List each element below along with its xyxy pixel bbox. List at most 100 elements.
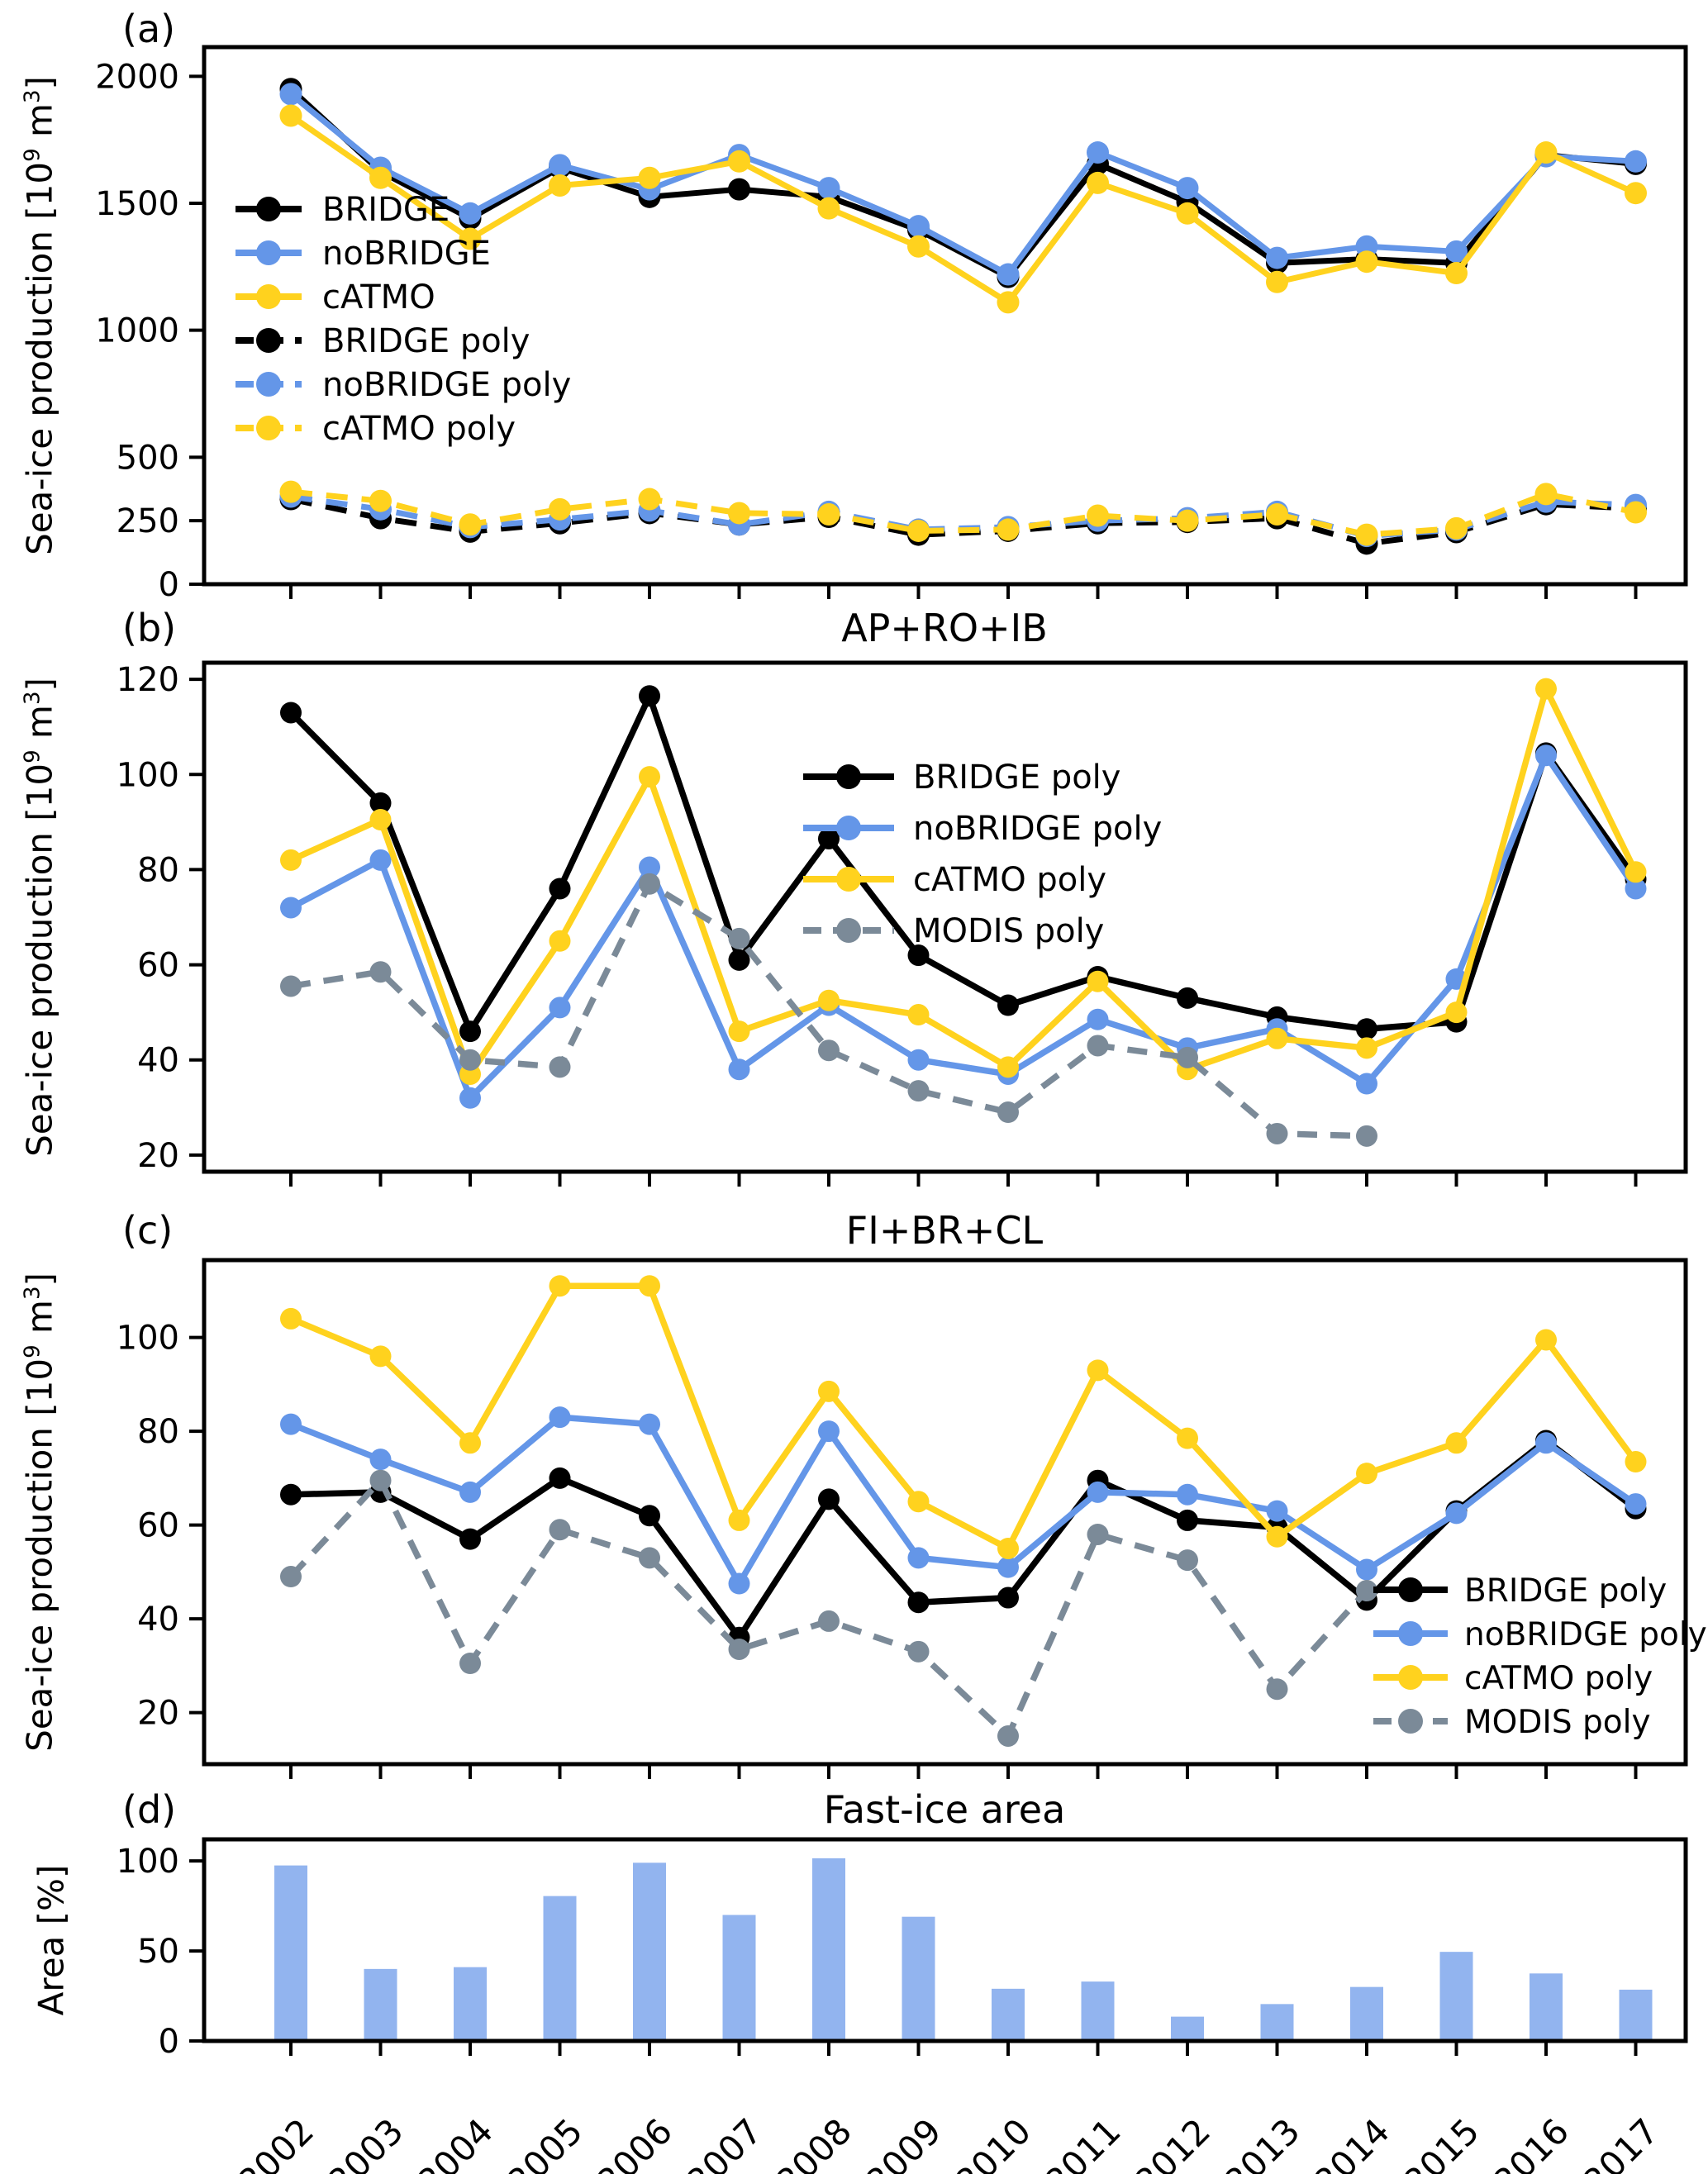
data-point — [907, 1491, 930, 1513]
y-tick-label: 100 — [117, 756, 179, 794]
panel-b-y-axis-label: Sea-ice production [109 m3] — [20, 678, 60, 1157]
data-point — [728, 178, 750, 201]
bar-2004 — [454, 1967, 487, 2041]
y-tick-label: 2000 — [95, 58, 179, 96]
panel-d-title: Fast-ice area — [823, 1787, 1066, 1832]
data-point — [369, 808, 392, 830]
series-cATMO — [279, 104, 1647, 314]
data-point — [369, 166, 392, 189]
data-point — [459, 1432, 481, 1454]
data-point — [280, 1413, 302, 1435]
data-point — [1266, 1525, 1288, 1548]
bar-2017 — [1619, 1989, 1653, 2041]
data-point — [1625, 861, 1647, 883]
y-tick-label: 80 — [137, 851, 179, 889]
panel-a-letter: (a) — [122, 7, 176, 51]
y-tick-label: 100 — [117, 1320, 179, 1358]
data-point — [997, 1586, 1019, 1609]
ylabel-text: ] — [19, 76, 60, 90]
data-point — [1355, 523, 1378, 546]
data-point — [280, 1566, 302, 1588]
ylabel-text: m — [19, 103, 60, 149]
axis-ticks — [189, 1335, 1638, 1779]
data-point — [818, 828, 840, 850]
data-point — [907, 1004, 930, 1026]
data-point — [1445, 516, 1468, 540]
data-point — [997, 1537, 1019, 1559]
data-point — [907, 215, 930, 238]
data-point — [549, 497, 571, 521]
bar-2010 — [992, 1988, 1025, 2041]
panel-b-plot: 20 40 60 80 100 120 BRIDGE poly noBRIDGE poly cA… — [117, 660, 1688, 1187]
legend: BRIDGE poly noBRIDGE poly cATMO poly MODIS … — [803, 759, 1162, 950]
x-tick-label-2007: 2007 — [678, 2110, 769, 2174]
data-point — [997, 1101, 1019, 1124]
ylabel-sup: 9 — [20, 749, 45, 764]
data-point — [728, 949, 750, 971]
x-tick-label-2009: 2009 — [858, 2110, 949, 2174]
legend-label: cATMO poly — [1464, 1660, 1653, 1697]
panel-c-letter: (c) — [122, 1208, 174, 1253]
data-point — [1625, 1493, 1647, 1515]
y-tick-label: 100 — [117, 1843, 179, 1881]
y-tick-label: 120 — [117, 661, 179, 699]
data-point — [549, 174, 571, 197]
y-tick-label: 1000 — [95, 312, 179, 350]
series-line — [289, 1414, 1638, 1587]
series-line — [290, 1437, 1638, 1641]
data-point — [1356, 1125, 1377, 1147]
data-point — [1087, 141, 1109, 164]
legend-marker — [256, 328, 281, 353]
data-point — [1177, 987, 1198, 1009]
series-noBRIDGE-poly — [279, 485, 1647, 548]
x-tick-label-2006: 2006 — [589, 2110, 680, 2174]
legend-label: cATMO poly — [322, 410, 516, 448]
x-tick-label-2012: 2012 — [1127, 2110, 1218, 2174]
data-point — [639, 1505, 660, 1527]
data-point — [1087, 504, 1109, 527]
plot-border — [202, 1837, 1688, 2043]
series-MODIS-poly — [280, 873, 1377, 1147]
data-point — [1087, 1523, 1109, 1545]
data-point — [1535, 1329, 1557, 1351]
y-tick-label: 60 — [137, 947, 179, 985]
series-line — [290, 488, 1637, 538]
data-point — [1266, 270, 1288, 293]
series-noBRIDGE-poly — [280, 1406, 1647, 1595]
data-point — [638, 166, 661, 189]
axis-ticks — [189, 1859, 1638, 2056]
data-point — [279, 83, 302, 106]
legend-marker — [256, 284, 281, 309]
data-point — [817, 197, 840, 220]
ylabel-text: ] — [19, 1273, 60, 1287]
data-point — [459, 1528, 481, 1550]
ylabel-text: ] — [19, 678, 60, 692]
data-point — [1177, 1549, 1198, 1572]
data-point — [907, 1640, 930, 1663]
y-tick-label: 250 — [117, 502, 179, 540]
data-point — [639, 766, 660, 788]
bars — [274, 1858, 1653, 2041]
data-point — [280, 1307, 302, 1330]
data-point — [728, 150, 750, 173]
data-point — [369, 1345, 392, 1368]
data-point — [639, 873, 660, 895]
y-tick-label: 0 — [159, 2023, 179, 2061]
legend-marker — [1398, 1621, 1423, 1646]
data-point — [907, 519, 930, 542]
x-tick-label-2017: 2017 — [1575, 2110, 1666, 2174]
data-point — [997, 1056, 1019, 1078]
data-point — [907, 1547, 930, 1569]
data-point — [1535, 744, 1557, 767]
bar-2007 — [722, 1915, 756, 2041]
bar-2015 — [1439, 1952, 1473, 2041]
y-tick-labels: 20 40 60 80 100 — [117, 1320, 179, 1733]
data-point — [549, 1406, 571, 1429]
y-tick-labels: 0 50 100 — [117, 1843, 179, 2061]
data-point — [549, 997, 571, 1019]
legend-marker — [256, 197, 281, 221]
ylabel-text: m — [19, 705, 60, 750]
data-point — [818, 1039, 840, 1062]
series-cATMO-poly — [279, 480, 1647, 546]
